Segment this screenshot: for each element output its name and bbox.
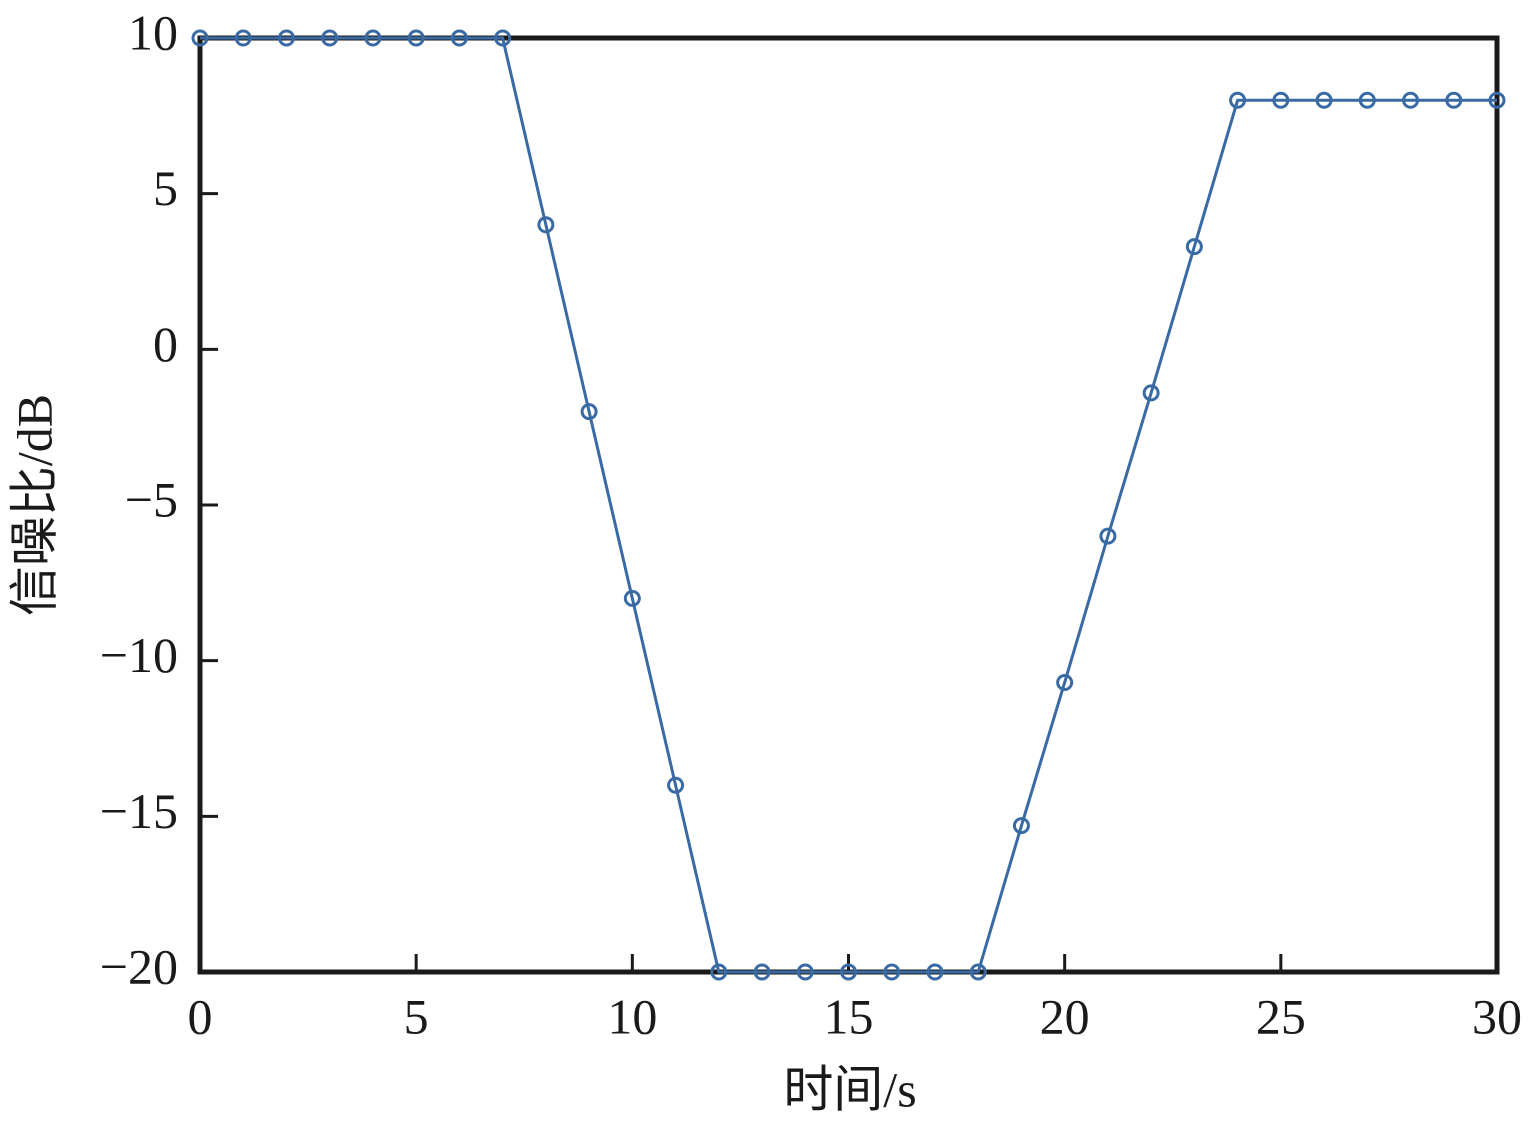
x-tick-label: 30 [1472, 988, 1522, 1044]
data-point [1229, 91, 1247, 109]
data-point [234, 29, 252, 47]
y-tick-label: 0 [153, 316, 178, 372]
data-point [796, 963, 814, 981]
data-point [623, 589, 641, 607]
x-tick-label: 15 [824, 988, 874, 1044]
data-point [667, 776, 685, 794]
data-point [926, 963, 944, 981]
data-point [1445, 91, 1463, 109]
data-point [450, 29, 468, 47]
data-point [753, 963, 771, 981]
y-tick-label: −20 [100, 938, 178, 994]
y-tick-label: 5 [153, 160, 178, 216]
x-tick-label: 5 [404, 988, 429, 1044]
x-tick-label: 20 [1040, 988, 1090, 1044]
data-point [537, 216, 555, 234]
data-point [494, 29, 512, 47]
data-point [1402, 91, 1420, 109]
x-tick-label: 10 [607, 988, 657, 1044]
data-point [883, 963, 901, 981]
x-tick-label: 0 [188, 988, 213, 1044]
y-tick-label: −5 [125, 471, 178, 527]
data-point [840, 963, 857, 981]
y-tick-label: 10 [128, 4, 178, 60]
data-point [1012, 817, 1030, 835]
data-point [710, 963, 728, 981]
data-point [364, 29, 382, 47]
data-point [969, 963, 987, 981]
x-tick-label: 25 [1256, 988, 1306, 1044]
y-tick-label: −10 [100, 627, 178, 683]
data-point [1099, 527, 1117, 545]
data-point [1185, 238, 1203, 256]
x-axis-label: 时间/s [783, 1061, 916, 1117]
data-point [1056, 673, 1074, 691]
data-point [580, 403, 598, 421]
data-point [1142, 384, 1160, 402]
data-point [1315, 91, 1333, 109]
data-point [191, 29, 209, 47]
data-point [1358, 91, 1376, 109]
data-point [1488, 91, 1506, 109]
plot-frame [197, 35, 1500, 975]
data-point [407, 29, 425, 47]
data-point [321, 29, 339, 47]
y-axis-label: 信噪比/dB [6, 394, 62, 616]
data-point [277, 29, 295, 47]
y-tick-label: −15 [100, 783, 178, 839]
series-line [200, 36, 1497, 974]
data-point [1272, 91, 1290, 109]
